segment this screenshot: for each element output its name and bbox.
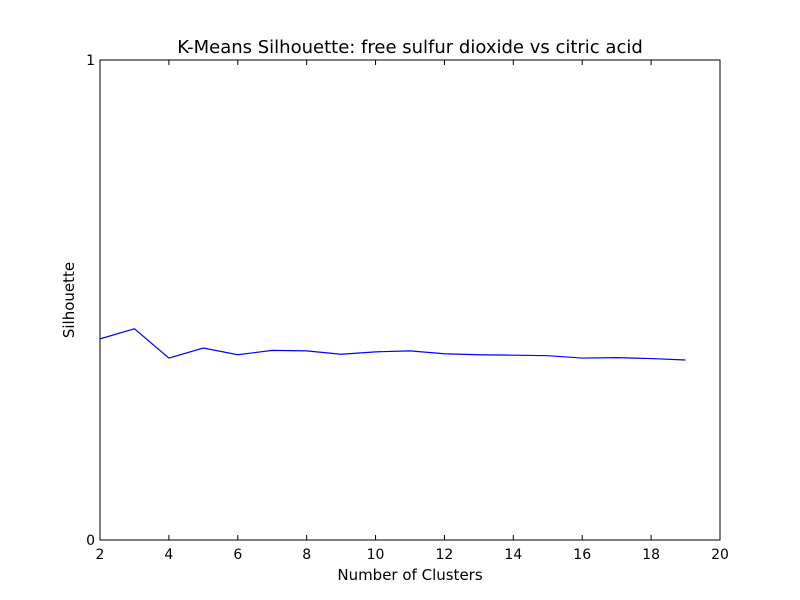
x-tick-label: 6 (233, 547, 242, 563)
plot-frame (99, 59, 721, 541)
x-tick-label: 16 (573, 547, 591, 563)
x-tick-label: 8 (302, 547, 311, 563)
silhouette-series-line (99, 328, 686, 361)
y-axis-label: Silhouette (60, 262, 78, 338)
y-tick-label: 0 (86, 533, 95, 549)
y-tick-label: 1 (86, 53, 95, 69)
x-tick-label: 14 (504, 547, 522, 563)
plot-area: 2 4 6 8 10 12 14 16 18 20 0 1 (86, 53, 729, 563)
x-tick-label: 18 (642, 547, 660, 563)
x-tick-label: 2 (96, 547, 105, 563)
x-axis-label: Number of Clusters (337, 566, 482, 584)
x-tick-label: 12 (436, 547, 454, 563)
x-tick-label: 20 (711, 547, 729, 563)
x-tick-label: 10 (367, 547, 385, 563)
x-tick-label: 4 (164, 547, 173, 563)
chart-title: K-Means Silhouette: free sulfur dioxide … (177, 37, 643, 58)
